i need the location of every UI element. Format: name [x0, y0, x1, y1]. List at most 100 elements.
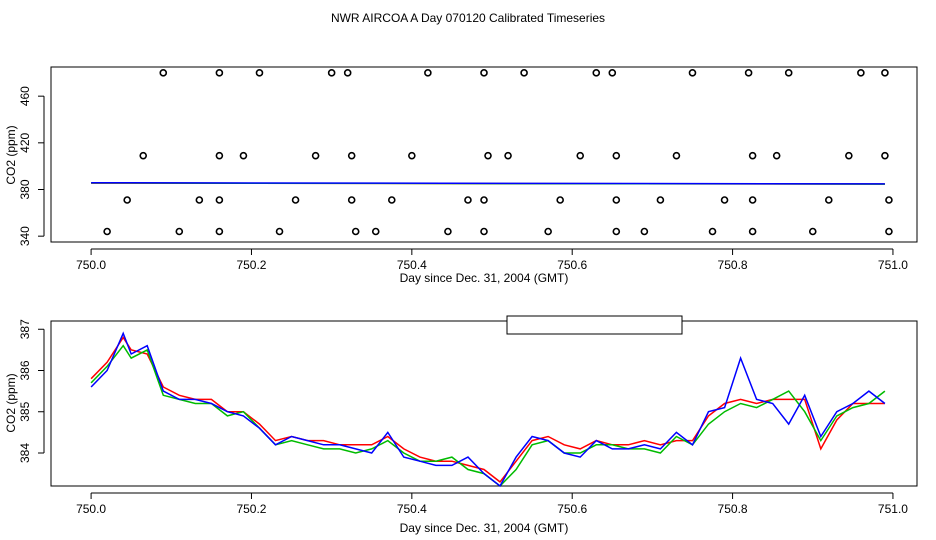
reference-point	[556, 196, 564, 204]
reference-point	[343, 69, 352, 77]
reference-point	[327, 69, 336, 77]
top-marks	[91, 69, 893, 236]
x-tick-label: 750.2	[236, 502, 266, 516]
reference-point	[608, 69, 617, 77]
plot-frame	[50, 66, 918, 243]
reference-point	[688, 69, 697, 77]
plot-frame	[50, 320, 918, 487]
reference-point	[215, 227, 224, 236]
reference-point	[215, 196, 224, 204]
reference-point	[672, 151, 681, 160]
reference-point	[612, 151, 621, 160]
y-tick-label: 460	[18, 86, 32, 106]
x-tick-label: 751.0	[878, 258, 908, 272]
y-tick-label: 386	[18, 360, 32, 380]
figure-title: NWR AIRCOA A Day 070120 Calibrated Times…	[331, 11, 605, 25]
reference-point	[371, 227, 380, 236]
x-tick-label: 751.0	[878, 502, 908, 516]
y-tick-label: 420	[18, 133, 32, 153]
reference-point	[215, 69, 224, 77]
reference-point	[347, 151, 356, 160]
reference-point	[772, 151, 781, 160]
reference-point	[520, 69, 528, 77]
reference-point	[612, 196, 621, 204]
panel-bottom-timeseries: 750.0 750.2 750.4 750.6 750.8 751.0 384 385 386…	[4, 315, 918, 535]
y-tick-label: 340	[18, 226, 32, 246]
x-tick-label: 750.8	[718, 258, 748, 272]
reference-point	[845, 151, 853, 160]
reference-point	[885, 227, 893, 236]
reference-point	[424, 69, 432, 77]
reference-point	[311, 151, 320, 160]
reference-point	[175, 227, 184, 236]
x-axis-label: Day since Dec. 31, 2004 (GMT)	[400, 271, 569, 285]
reference-point	[347, 196, 356, 204]
y-tick-label: 387	[18, 319, 32, 339]
y-axis: 384 385 386 387	[18, 319, 45, 463]
reference-point	[640, 227, 649, 236]
reference-point	[139, 151, 148, 160]
reference-point	[504, 151, 512, 160]
reference-point	[255, 69, 264, 77]
x-tick-label: 750.6	[557, 258, 587, 272]
reference-point	[881, 69, 889, 77]
x-axis: 750.0 750.2 750.4 750.6 750.8 751.0	[76, 248, 908, 272]
reference-point	[656, 196, 665, 204]
reference-point	[464, 196, 472, 204]
reference-point	[387, 196, 396, 204]
reference-point	[103, 227, 111, 236]
reference-point	[484, 151, 492, 160]
reference-point	[444, 227, 452, 236]
reference-point	[748, 227, 757, 236]
bottom-marks	[90, 331, 886, 488]
reference-point	[576, 151, 585, 160]
reference-point	[480, 196, 488, 204]
reference-point	[720, 196, 729, 204]
reference-point	[480, 227, 488, 236]
reference-point	[215, 151, 224, 160]
series-line-blue	[90, 331, 886, 488]
x-tick-label: 750.2	[236, 258, 266, 272]
reference-point	[351, 227, 360, 236]
x-tick-label: 750.0	[76, 502, 106, 516]
reference-point	[123, 196, 131, 204]
reference-point	[748, 151, 757, 160]
x-tick-label: 750.8	[718, 502, 748, 516]
reference-point	[291, 196, 300, 204]
series-line-blue	[91, 181, 885, 185]
x-tick-label: 750.0	[76, 258, 106, 272]
x-tick-label: 750.6	[557, 502, 587, 516]
panel-top-timeseries: 750.0 750.2 750.4 750.6 750.8 751.0 340 380 420…	[4, 66, 918, 285]
x-tick-label: 750.4	[397, 258, 427, 272]
x-axis: 750.0 750.2 750.4 750.6 750.8 751.0	[76, 492, 908, 516]
y-tick-label: 385	[18, 401, 32, 421]
reference-point	[824, 196, 833, 204]
reference-point	[195, 196, 204, 204]
reference-point	[239, 151, 248, 160]
y-tick-label: 384	[18, 443, 32, 463]
reference-point	[708, 227, 717, 236]
series-line-green	[90, 344, 886, 488]
y-axis-label: CO2 (ppm)	[4, 373, 18, 432]
reference-point	[159, 69, 168, 77]
y-tick-label: 380	[18, 179, 32, 199]
reference-point	[612, 227, 621, 236]
x-axis-label: Day since Dec. 31, 2004 (GMT)	[400, 521, 569, 535]
legend-box	[506, 315, 683, 335]
reference-point	[885, 196, 893, 204]
reference-point	[480, 69, 488, 77]
reference-point	[881, 151, 889, 160]
reference-point	[275, 227, 284, 236]
x-tick-label: 750.4	[397, 502, 427, 516]
reference-point	[857, 69, 865, 77]
y-axis-label: CO2 (ppm)	[4, 125, 18, 184]
reference-point	[744, 69, 753, 77]
reference-point	[808, 227, 817, 236]
reference-point	[408, 151, 416, 160]
reference-point	[544, 227, 552, 236]
reference-point	[748, 196, 757, 204]
series-line-red	[90, 336, 885, 483]
y-axis: 340 380 420 460	[18, 86, 45, 246]
reference-point	[592, 69, 601, 77]
